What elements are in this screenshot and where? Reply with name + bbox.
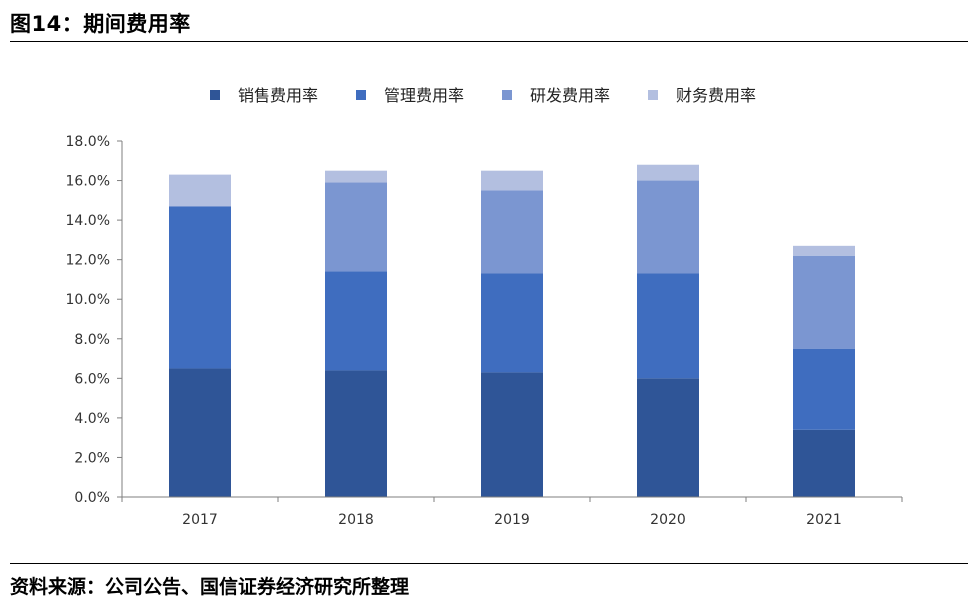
chart-legend: 销售费用率 管理费用率 研发费用率 财务费用率 xyxy=(210,86,756,105)
bar-segment-2018-series-3 xyxy=(325,182,387,272)
bar-segment-2017-series-2 xyxy=(169,206,231,369)
legend-swatch xyxy=(356,90,366,100)
bar-segment-2021-series-1 xyxy=(793,429,855,497)
bars xyxy=(169,164,855,497)
x-tick-label: 2021 xyxy=(806,512,842,528)
bar-segment-2020-series-4 xyxy=(637,164,699,181)
bar-segment-2017-series-4 xyxy=(169,174,231,207)
legend-swatch xyxy=(502,90,512,100)
bar-segment-2019-series-4 xyxy=(481,170,543,191)
y-tick-label: 6.0% xyxy=(74,371,110,387)
stacked-bar-chart: 销售费用率 管理费用率 研发费用率 财务费用率 0.0% 2.0% 4.0% 6.0% 8.0… xyxy=(66,86,903,528)
legend-label: 财务费用率 xyxy=(676,86,756,105)
title-divider xyxy=(10,41,968,42)
legend-label: 研发费用率 xyxy=(530,86,610,105)
y-tick-label: 14.0% xyxy=(66,213,110,229)
y-tick-label: 12.0% xyxy=(66,253,110,269)
y-tick-label: 0.0% xyxy=(74,490,110,506)
legend-label: 管理费用率 xyxy=(384,86,464,105)
bar-segment-2020-series-2 xyxy=(637,273,699,379)
bar-segment-2018-series-1 xyxy=(325,370,387,497)
bar-segment-2021-series-3 xyxy=(793,255,855,349)
bar-segment-2018-series-4 xyxy=(325,170,387,183)
bar-segment-2020-series-1 xyxy=(637,378,699,497)
x-axis: 2017 2018 2019 2020 2021 xyxy=(121,496,903,528)
y-tick-label: 18.0% xyxy=(66,134,110,150)
page-title: 图14：期间费用率 xyxy=(10,12,191,36)
bar-segment-2019-series-2 xyxy=(481,273,543,373)
bar-segment-2019-series-1 xyxy=(481,372,543,497)
x-tick-label: 2018 xyxy=(338,512,374,528)
bar-segment-2021-series-2 xyxy=(793,348,855,430)
legend-swatch xyxy=(210,90,220,100)
bar-segment-2017-series-1 xyxy=(169,368,231,497)
source-note: 资料来源：公司公告、国信证券经济研究所整理 xyxy=(10,576,410,598)
x-tick-label: 2019 xyxy=(494,512,530,528)
footer-divider xyxy=(10,563,968,564)
bar-segment-2019-series-3 xyxy=(481,190,543,274)
y-tick-label: 8.0% xyxy=(74,332,110,348)
y-tick-label: 4.0% xyxy=(74,411,110,427)
y-axis: 0.0% 2.0% 4.0% 6.0% 8.0% 10.0% 12.0% 14.0% 16.0%… xyxy=(66,134,123,506)
legend-label: 销售费用率 xyxy=(238,86,318,105)
bar-segment-2018-series-2 xyxy=(325,271,387,371)
y-tick-label: 2.0% xyxy=(74,450,110,466)
y-tick-label: 10.0% xyxy=(66,292,110,308)
y-tick-label: 16.0% xyxy=(66,174,110,190)
x-tick-label: 2017 xyxy=(182,512,218,528)
x-tick-label: 2020 xyxy=(650,512,686,528)
legend-swatch xyxy=(648,90,658,100)
bar-segment-2021-series-4 xyxy=(793,245,855,256)
bar-segment-2020-series-3 xyxy=(637,180,699,274)
